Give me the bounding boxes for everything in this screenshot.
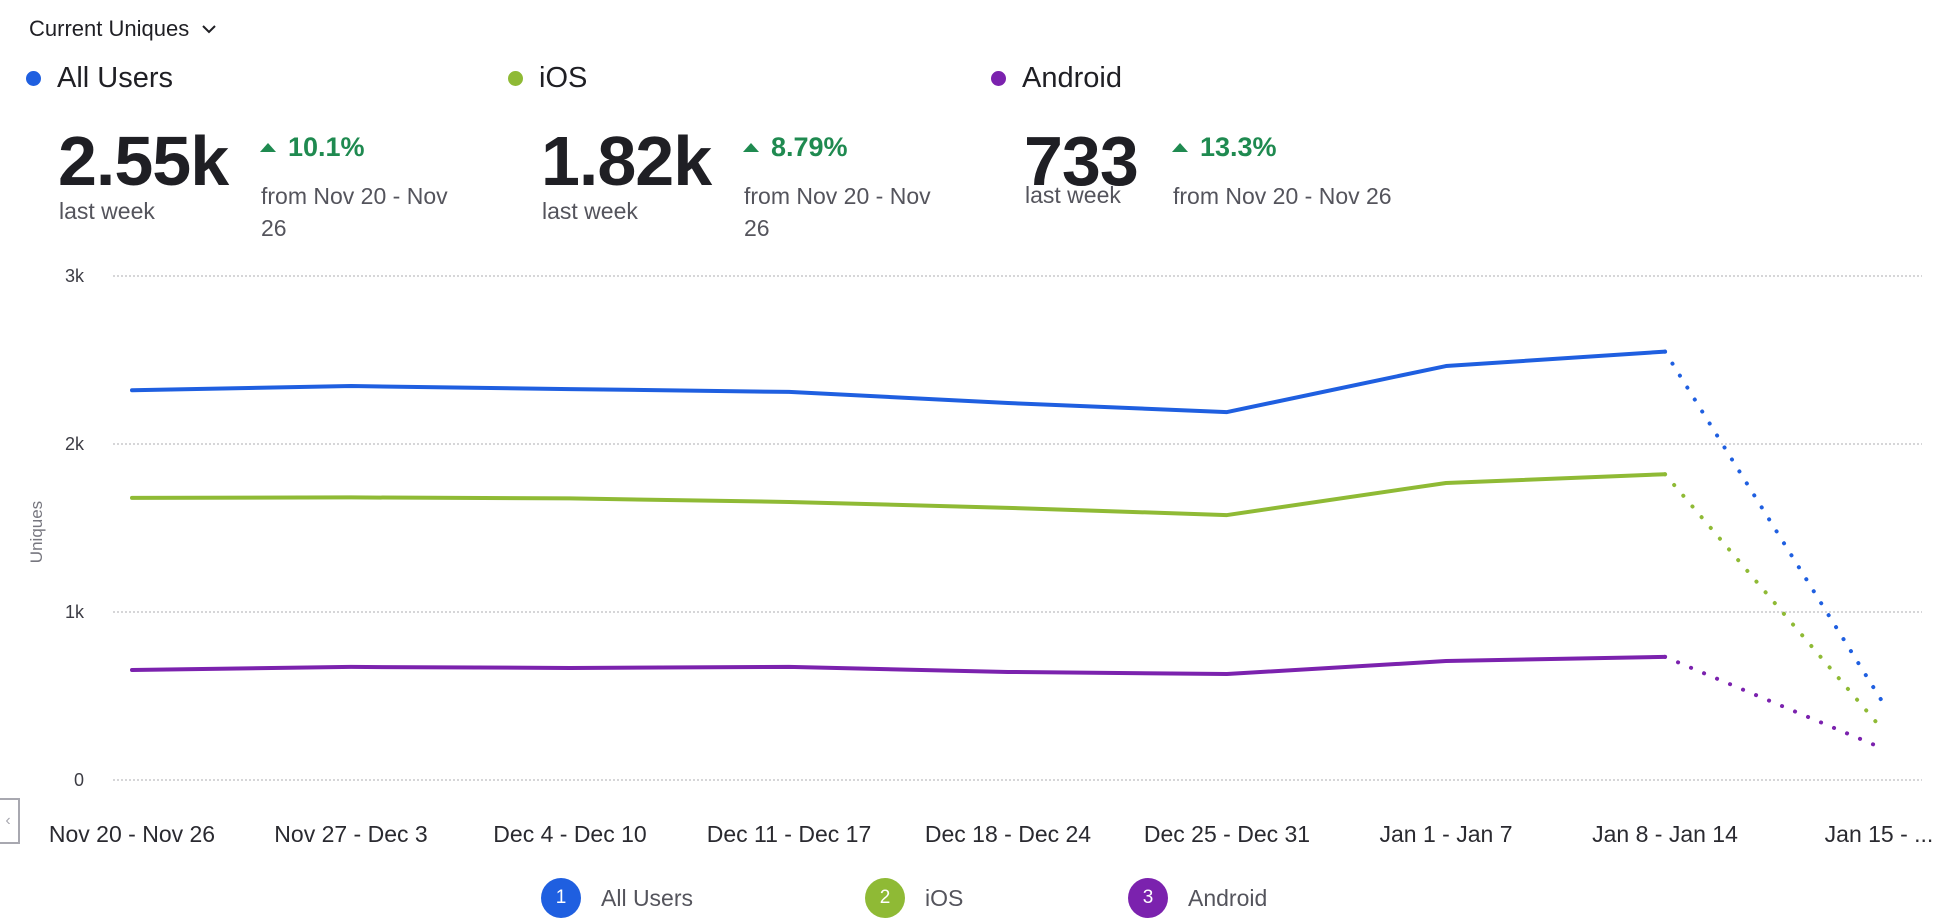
series-line-android[interactable] <box>132 657 1665 674</box>
y-tick-label: 3k <box>65 266 85 286</box>
x-tick-label: Nov 27 - Dec 3 <box>274 821 427 847</box>
series-line-ios[interactable] <box>132 474 1665 515</box>
legend-index-badge: 3 <box>1128 878 1168 918</box>
y-tick-label: 0 <box>74 770 84 790</box>
x-tick-label: Dec 4 - Dec 10 <box>493 821 646 847</box>
series-lines <box>132 352 1884 749</box>
y-axis-ticks: 0 1k 2k 3k <box>65 266 85 790</box>
series-incomplete-segment <box>1665 474 1884 731</box>
legend-index-badge: 2 <box>865 878 905 918</box>
legend-label: Android <box>1188 885 1267 912</box>
legend-label: All Users <box>601 885 693 912</box>
y-tick-label: 1k <box>65 602 85 622</box>
x-tick-label: Dec 11 - Dec 17 <box>707 821 871 847</box>
legend-item-ios[interactable]: 2 iOS <box>865 878 963 918</box>
x-axis-ticks: Nov 20 - Nov 26 Nov 27 - Dec 3 Dec 4 - Dec… <box>49 821 1933 847</box>
series-incomplete-segment <box>1665 352 1884 705</box>
x-tick-label: Jan 1 - Jan 7 <box>1380 821 1513 847</box>
scroll-left-button[interactable]: ‹ <box>0 798 20 844</box>
y-axis-title: Uniques <box>27 501 46 563</box>
y-tick-label: 2k <box>65 434 85 454</box>
x-tick-label: Dec 25 - Dec 31 <box>1144 821 1310 847</box>
legend-item-all-users[interactable]: 1 All Users <box>541 878 693 918</box>
chevron-left-icon: ‹ <box>5 812 10 830</box>
x-tick-label: Nov 20 - Nov 26 <box>49 821 215 847</box>
legend-item-android[interactable]: 3 Android <box>1128 878 1267 918</box>
series-incomplete-segment <box>1665 657 1884 749</box>
series-line-all-users[interactable] <box>132 352 1665 412</box>
x-tick-label: Jan 8 - Jan 14 <box>1592 821 1738 847</box>
x-tick-label: Dec 18 - Dec 24 <box>925 821 1091 847</box>
legend-label: iOS <box>925 885 963 912</box>
x-tick-label: Jan 15 - ... <box>1825 821 1934 847</box>
legend-index-badge: 1 <box>541 878 581 918</box>
